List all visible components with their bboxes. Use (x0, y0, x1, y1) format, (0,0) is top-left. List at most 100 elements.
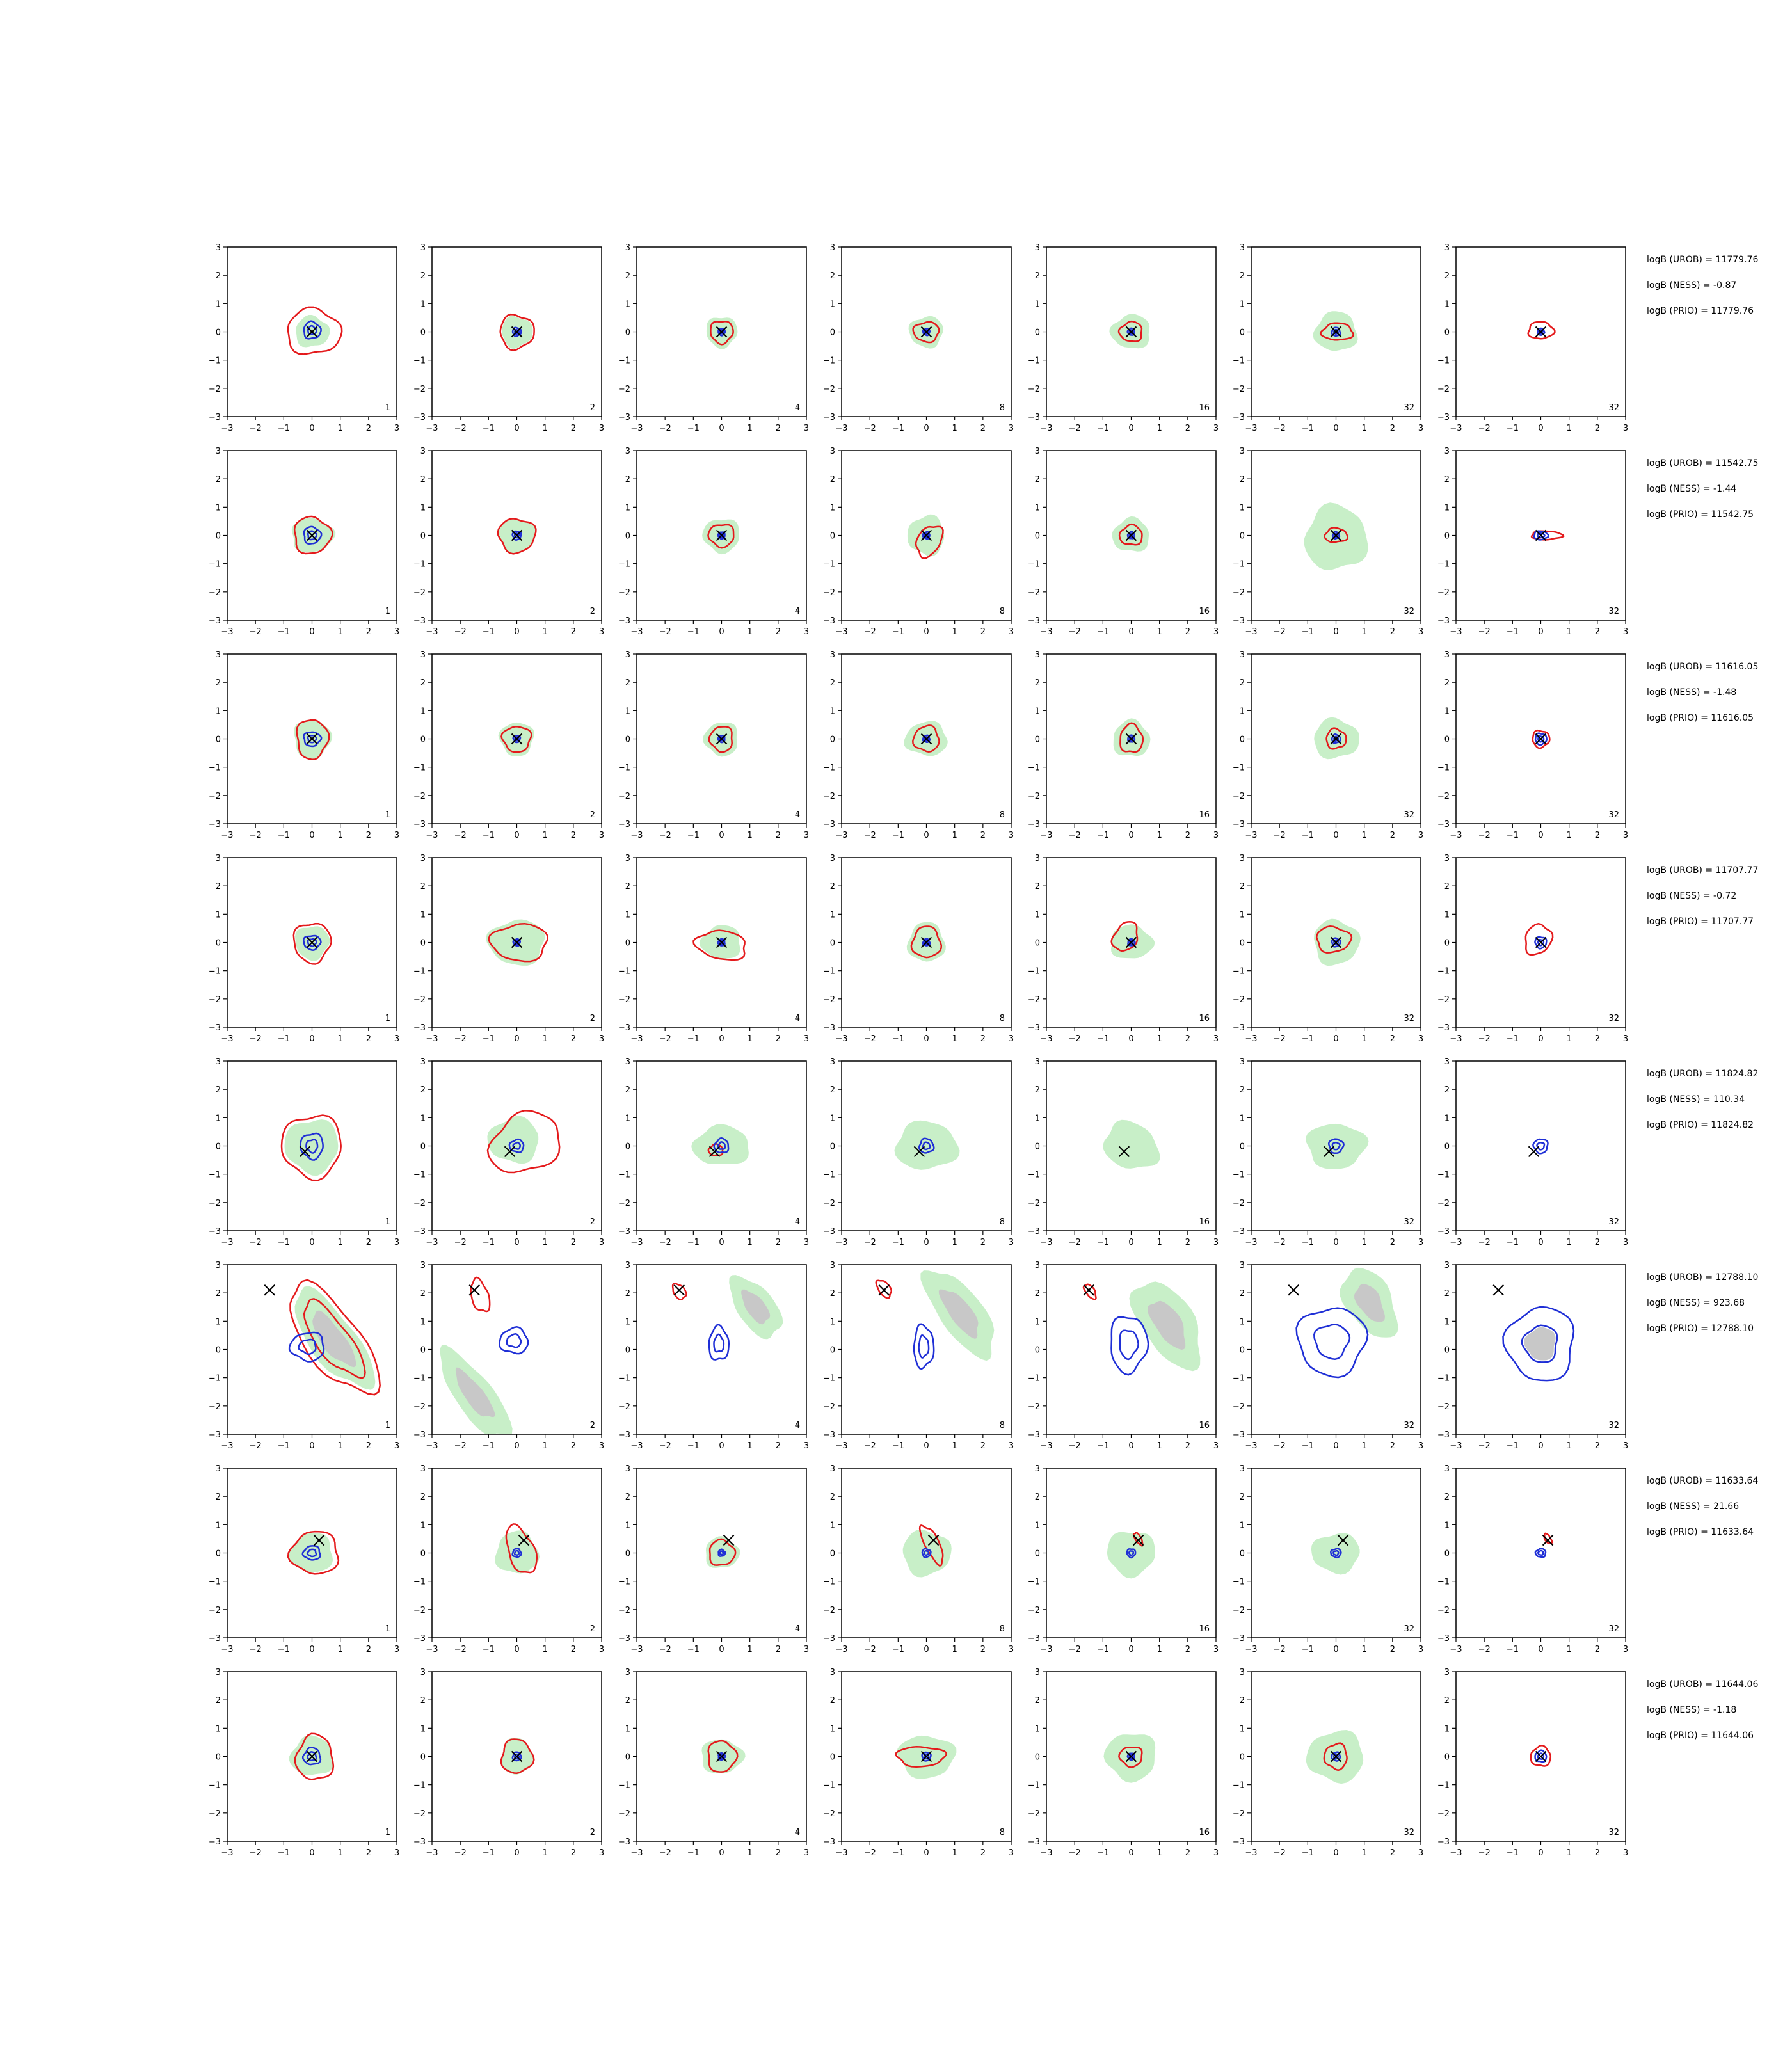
x-tick-label: 1 (1157, 1441, 1162, 1451)
x-marker (716, 326, 728, 338)
panel-number-label: 32 (1404, 1421, 1414, 1430)
row-2-annotations: logB (UROB) = 11542.75 logB (NESS) = -1.4… (1647, 458, 1758, 520)
x-tick-label: 1 (543, 831, 548, 840)
y-tick-label: 3 (1240, 1057, 1245, 1067)
x-tick-label: 1 (748, 1034, 753, 1044)
panel-number-label: 1 (385, 1828, 390, 1837)
red-contour (1315, 925, 1353, 954)
y-tick-label: −3 (1437, 1837, 1450, 1847)
x-tick-label: 1 (1567, 831, 1572, 840)
y-tick-label: 2 (420, 271, 426, 281)
x-tick-label: −1 (687, 424, 700, 433)
x-tick-label: 2 (366, 1034, 371, 1044)
y-tick-label: −2 (1028, 1199, 1040, 1208)
y-tick-label: 3 (1035, 854, 1040, 863)
blue-contour (717, 938, 726, 947)
x-tick-label: 1 (952, 1238, 957, 1247)
panel-number-label: 16 (1199, 1828, 1210, 1837)
y-tick-label: −1 (1437, 1578, 1450, 1587)
red-contour (294, 1732, 335, 1780)
x-tick-label: 0 (1333, 1441, 1338, 1451)
x-tick-label: −1 (892, 1645, 904, 1654)
plot-area (1524, 923, 1554, 956)
y-tick-label: −3 (1233, 820, 1245, 829)
panel-number-label: 16 (1199, 403, 1210, 413)
y-tick-label: −2 (1233, 385, 1245, 394)
y-tick-label: 0 (1035, 1549, 1040, 1559)
y-tick-label: −2 (413, 1402, 426, 1412)
y-tick-label: 1 (420, 1317, 426, 1327)
panel-number-label: 2 (590, 810, 595, 820)
x-tick-label: −1 (483, 424, 495, 433)
x-tick-label: 1 (338, 1645, 343, 1654)
blue-contour-inner (717, 1141, 726, 1150)
x-tick-label: 1 (543, 1034, 548, 1044)
panel-number-label: 32 (1404, 1624, 1414, 1634)
x-tick-label: 0 (719, 424, 724, 433)
panel-number-label: 4 (795, 403, 800, 413)
y-tick-label: −3 (1437, 1430, 1450, 1440)
y-tick-label: −2 (1028, 995, 1040, 1005)
y-tick-label: 0 (1240, 735, 1245, 745)
y-tick-label: −1 (1437, 1171, 1450, 1180)
y-tick-label: −3 (823, 1634, 835, 1644)
panel-number-label: 32 (1608, 607, 1619, 616)
x-tick-label: 2 (776, 1645, 781, 1654)
x-tick-label: 3 (1623, 1441, 1628, 1451)
y-tick-label: −2 (413, 995, 426, 1005)
plot-area (1528, 1138, 1549, 1158)
y-tick-label: 1 (420, 1114, 426, 1123)
x-tick-label: 2 (571, 1441, 576, 1451)
y-tick-label: 3 (830, 1464, 835, 1474)
green-density-region (284, 1119, 339, 1176)
panel-number-label: 32 (1404, 810, 1414, 820)
x-tick-label: −3 (221, 627, 233, 637)
y-tick-label: −2 (1028, 1809, 1040, 1819)
red-contour (1325, 727, 1347, 750)
x-tick-label: 3 (394, 1848, 399, 1858)
y-tick-label: −2 (618, 385, 630, 394)
blue-contour-inner (923, 1549, 930, 1556)
x-tick-label: 2 (776, 627, 781, 637)
x-tick-label: −2 (1478, 1848, 1491, 1858)
x-tick-label: 2 (980, 1441, 986, 1451)
y-tick-label: 0 (420, 1549, 426, 1559)
y-tick-label: −3 (209, 1837, 221, 1847)
y-tick-label: 0 (1444, 939, 1450, 948)
logb-annotation: logB (PRIO) = 11644.06 (1647, 1731, 1754, 1741)
red-contour (486, 1110, 561, 1174)
x-tick-label: 0 (309, 1848, 314, 1858)
y-tick-label: 2 (830, 882, 835, 892)
y-tick-label: −1 (209, 1578, 221, 1587)
x-tick-label: 1 (952, 424, 957, 433)
plot-area (908, 316, 944, 349)
x-tick-label: −2 (250, 1645, 262, 1654)
y-tick-label: −1 (413, 1171, 426, 1180)
y-tick-label: −2 (209, 1199, 221, 1208)
x-tick-label: 2 (366, 831, 371, 840)
x-tick-label: 3 (1623, 1238, 1628, 1247)
y-tick-label: 2 (1444, 1085, 1450, 1095)
y-tick-label: 0 (420, 1346, 426, 1356)
x-tick-label: 3 (804, 424, 809, 433)
x-tick-label: −3 (1245, 1441, 1257, 1451)
y-tick-label: 0 (216, 1142, 221, 1152)
red-contour (1132, 1532, 1144, 1547)
x-tick-label: 0 (514, 831, 519, 840)
x-marker (708, 1146, 721, 1158)
x-marker (920, 936, 932, 948)
panel-number-label: 4 (795, 1014, 800, 1023)
red-contour (912, 321, 940, 344)
panel-r3-c4: −3−3 −2 −2 −1 −1 0 0 1 1 2 2 3 3 8 (823, 650, 1014, 840)
panel-r4-c5: −3−3 −2 −2 −1 −1 0 0 1 1 2 2 3 3 16 (1028, 854, 1219, 1044)
x-tick-label: −3 (1245, 1238, 1257, 1247)
x-tick-label: 0 (1333, 627, 1338, 637)
x-tick-label: −3 (630, 1238, 643, 1247)
x-tick-label: −2 (250, 1441, 262, 1451)
y-tick-label: 0 (625, 939, 630, 948)
y-tick-label: −3 (1437, 820, 1450, 829)
y-tick-label: −1 (1437, 560, 1450, 570)
x-tick-label: 1 (338, 1238, 343, 1247)
y-tick-label: −2 (1437, 385, 1450, 394)
x-marker (1125, 936, 1137, 948)
